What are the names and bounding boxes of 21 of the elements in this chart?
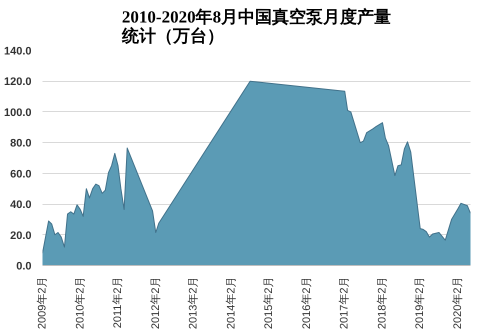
y-tick-label: 100.0 (4, 106, 32, 119)
x-tick-label: 2011年2月 (112, 276, 124, 328)
y-tick-label: 40.0 (10, 199, 32, 212)
x-tick-label: 2014年2月 (225, 276, 238, 330)
x-tick-label: 2012年2月 (150, 276, 162, 330)
x-tick-label: 2018年2月 (376, 276, 388, 330)
y-tick-label: 20.0 (10, 230, 32, 242)
y-tick-label: 80.0 (10, 138, 32, 150)
x-tick-label: 2010年2月 (74, 276, 86, 330)
chart-title: 2010-2020年8月中国真空泵月度产量统计（万台） (120, 8, 392, 46)
x-tick-label: 2013年2月 (188, 276, 200, 330)
x-tick-label: 2016年2月 (300, 276, 313, 330)
y-tick-label: 120.0 (4, 76, 32, 88)
x-tick-label: 2020年2月 (452, 276, 464, 330)
x-tick-label: 2017年2月 (338, 276, 351, 330)
y-tick-label: 60.0 (10, 168, 32, 180)
x-tick-label: 2015年2月 (263, 276, 276, 330)
x-tick-label: 2019年2月 (414, 276, 426, 330)
y-tick-label: 140.0 (4, 46, 32, 58)
x-tick-label: 2009年2月 (36, 276, 48, 330)
y-tick-label: 0.0 (16, 260, 32, 272)
